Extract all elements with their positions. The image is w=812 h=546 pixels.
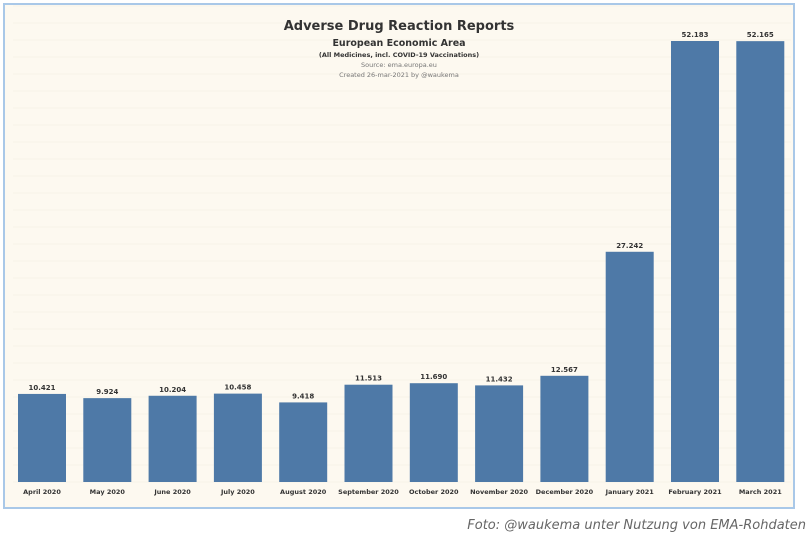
bar-july-2020 xyxy=(213,393,262,482)
bar-june-2020 xyxy=(148,395,197,482)
data-label: 27.242 xyxy=(616,242,643,250)
bar-december-2020 xyxy=(540,375,589,482)
data-label: 11.690 xyxy=(420,373,447,381)
data-label: 9.924 xyxy=(96,388,118,396)
x-tick-label: May 2020 xyxy=(90,488,126,496)
data-label: 52.165 xyxy=(747,31,774,39)
chart-source: Source: ema.europa.eu xyxy=(361,61,437,69)
data-label: 12.567 xyxy=(551,366,578,374)
bar-october-2020 xyxy=(409,383,458,482)
x-tick-label: July 2020 xyxy=(220,488,255,496)
x-tick-label: February 2021 xyxy=(668,488,722,496)
bar-august-2020 xyxy=(279,402,328,482)
photo-caption: Foto: @waukema unter Nutzung von EMA-Roh… xyxy=(467,518,806,533)
x-tick-label: April 2020 xyxy=(23,488,61,496)
chart-subtitle: European Economic Area xyxy=(332,38,466,49)
data-label: 9.418 xyxy=(292,392,314,400)
data-label: 52.183 xyxy=(681,31,708,39)
x-tick-label: June 2020 xyxy=(153,488,191,496)
x-tick-label: September 2020 xyxy=(338,488,399,496)
x-tick-label: January 2021 xyxy=(605,488,655,496)
x-tick-label: March 2021 xyxy=(739,488,782,496)
data-label: 10.458 xyxy=(224,384,251,392)
chart-created: Created 26-mar-2021 by @waukema xyxy=(339,71,459,79)
x-tick-label: August 2020 xyxy=(280,488,327,496)
data-label: 10.421 xyxy=(28,384,55,392)
x-tick-label: November 2020 xyxy=(470,488,528,496)
bar-chart: 10.421 April 2020 9.924 May 2020 10.204 June … xyxy=(13,5,791,496)
data-label: 11.513 xyxy=(355,375,382,383)
chart-title: Adverse Drug Reaction Reports xyxy=(283,19,515,34)
x-tick-label: October 2020 xyxy=(409,488,459,496)
data-label: 10.204 xyxy=(159,386,186,394)
bar-january-2021 xyxy=(605,251,654,482)
chart-note: (All Medicines, incl. COVID-19 Vaccinati… xyxy=(318,51,480,59)
bar-february-2021 xyxy=(671,41,719,482)
x-tick-label: December 2020 xyxy=(536,488,594,496)
chart-frame: 10.421 April 2020 9.924 May 2020 10.204 June … xyxy=(3,3,795,509)
bar-march-2021 xyxy=(736,41,785,482)
bar-april-2020 xyxy=(18,393,66,482)
data-label: 11.432 xyxy=(486,375,513,383)
bar-september-2020 xyxy=(344,384,393,482)
bar-may-2020 xyxy=(83,398,132,482)
bar-november-2020 xyxy=(475,385,524,482)
